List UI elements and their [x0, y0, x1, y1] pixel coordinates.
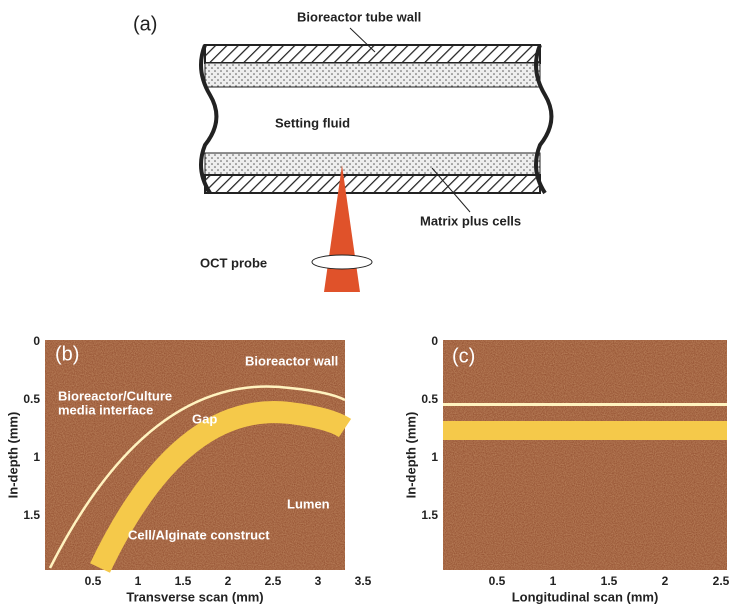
annotation: Cell/Alginate construct: [128, 527, 270, 542]
x-axis-label: Transverse scan (mm): [126, 589, 263, 604]
panel-a: (a) Bioreactor tube wall Setting fluid M…: [133, 9, 551, 292]
x-tick-label: 2.5: [713, 574, 730, 588]
matrix-layer: [205, 153, 540, 175]
y-tick-label: 0: [431, 334, 438, 348]
tube-wall: [205, 45, 540, 63]
label: Setting fluid: [275, 115, 350, 130]
y-tick-label: 1.5: [421, 508, 438, 522]
x-tick-label: 3.5: [355, 574, 372, 588]
x-tick-label: 3: [315, 574, 322, 588]
x-axis-label: Longitudinal scan (mm): [512, 589, 659, 604]
y-tick-label: 1: [33, 450, 40, 464]
x-tick-label: 1.5: [175, 574, 192, 588]
x-tick-label: 0.5: [489, 574, 506, 588]
annotation: Bioreactor/Culture: [58, 388, 172, 403]
y-axis-label: In-depth (mm): [403, 412, 418, 499]
x-tick-label: 2: [225, 574, 232, 588]
annotation: media interface: [58, 402, 153, 417]
panel-label: (a): [133, 13, 157, 35]
y-tick-label: 1.5: [23, 508, 40, 522]
construct-band: [443, 421, 727, 440]
figure: (a) Bioreactor tube wall Setting fluid M…: [0, 0, 735, 607]
panel-c: (c) Longitudinal scan (mm) In-depth (mm): [403, 340, 727, 604]
annotation: Gap: [192, 411, 217, 426]
annotation: Lumen: [287, 496, 330, 511]
label: OCT probe: [200, 255, 267, 270]
x-tick-label: 1: [550, 574, 557, 588]
y-axis-label: In-depth (mm): [5, 412, 20, 499]
x-tick-label: 1.5: [601, 574, 618, 588]
y-tick-label: 1: [431, 450, 438, 464]
probe-lens: [312, 255, 372, 269]
panel-label: (c): [452, 345, 475, 367]
interface-line: [443, 403, 727, 406]
tube-wall: [205, 175, 540, 193]
y-tick-label: 0: [33, 334, 40, 348]
annotation: Bioreactor wall: [245, 353, 338, 368]
y-tick-label: 0.5: [23, 392, 40, 406]
y-tick-label: 0.5: [421, 392, 438, 406]
x-tick-label: 2.5: [265, 574, 282, 588]
speckle: [443, 340, 727, 570]
label: Bioreactor tube wall: [297, 9, 421, 24]
label: Matrix plus cells: [420, 213, 521, 228]
x-tick-label: 2: [662, 574, 669, 588]
panel-b: (b) Bioreactor wall Bioreactor/Culture m…: [5, 340, 345, 604]
panel-label: (b): [55, 343, 79, 365]
matrix-layer: [205, 63, 540, 87]
x-tick-label: 1: [135, 574, 142, 588]
x-tick-label: 0.5: [85, 574, 102, 588]
